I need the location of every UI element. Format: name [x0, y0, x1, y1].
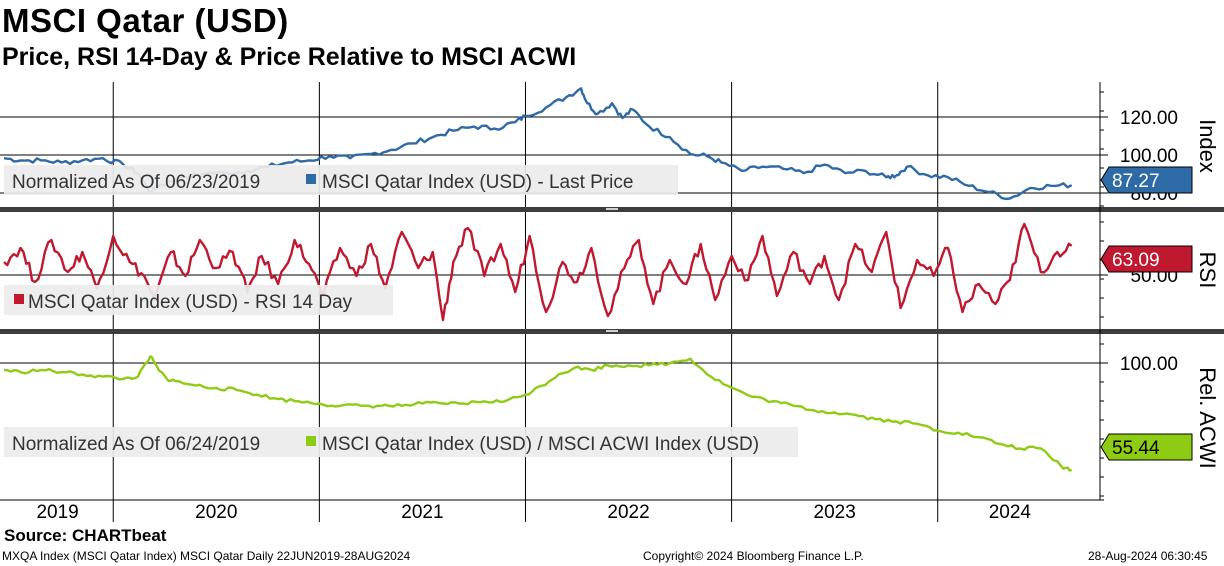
footer-copyright: Copyright© 2024 Bloomberg Finance L.P.	[643, 549, 864, 563]
legend-box	[4, 285, 393, 315]
legend-series-label: MSCI Qatar Index (USD) / MSCI ACWI Index…	[322, 434, 759, 455]
legend-note: Normalized As Of 06/23/2019	[12, 172, 260, 193]
y-tick-label: 100.00	[1120, 146, 1178, 167]
footer-timestamp: 28-Aug-2024 06:30:45	[1088, 549, 1208, 563]
x-tick-label: 2022	[607, 502, 649, 523]
price-axis-title: Index	[1195, 119, 1220, 173]
separator-handle	[606, 208, 618, 210]
relative-last-value-badge	[1100, 433, 1193, 461]
relative-series-line	[3, 355, 1073, 472]
legend-swatch	[306, 436, 316, 446]
x-tick-label: 2024	[989, 502, 1032, 523]
legend-note: Normalized As Of 06/24/2019	[12, 434, 260, 455]
legend-series-label: MSCI Qatar Index (USD) - Last Price	[322, 172, 633, 193]
rsi-last-value-badge	[1100, 245, 1193, 273]
legend-swatch	[14, 294, 24, 304]
source-label: Source: CHARTbeat	[4, 526, 167, 545]
y-tick-label: 100.00	[1120, 354, 1178, 375]
x-tick-label: 2020	[195, 502, 237, 523]
price-last-value: 87.27	[1112, 171, 1160, 192]
separator-handle	[606, 330, 618, 332]
legend-series-label: MSCI Qatar Index (USD) - RSI 14 Day	[28, 292, 353, 313]
legend-swatch	[306, 174, 316, 184]
relative-last-value: 55.44	[1112, 438, 1160, 459]
x-tick-label: 2023	[814, 502, 856, 523]
chart-subtitle: Price, RSI 14-Day & Price Relative to MS…	[2, 43, 577, 71]
rsi-axis-title: RSI	[1195, 252, 1220, 289]
rsi-last-value: 63.09	[1112, 250, 1160, 271]
chart-title: MSCI Qatar (USD)	[2, 2, 289, 39]
x-tick-label: 2019	[36, 502, 78, 523]
footer-security-info: MXQA Index (MSCI Qatar Index) MSCI Qatar…	[2, 549, 411, 563]
x-tick-label: 2021	[401, 502, 443, 523]
price-last-value-badge	[1100, 166, 1193, 194]
relative-axis-title: Rel. ACWI	[1195, 367, 1220, 468]
legend-box	[4, 427, 798, 457]
legend-box	[4, 165, 678, 195]
y-tick-label: 120.00	[1120, 108, 1178, 129]
rsi-series-line	[3, 222, 1073, 322]
